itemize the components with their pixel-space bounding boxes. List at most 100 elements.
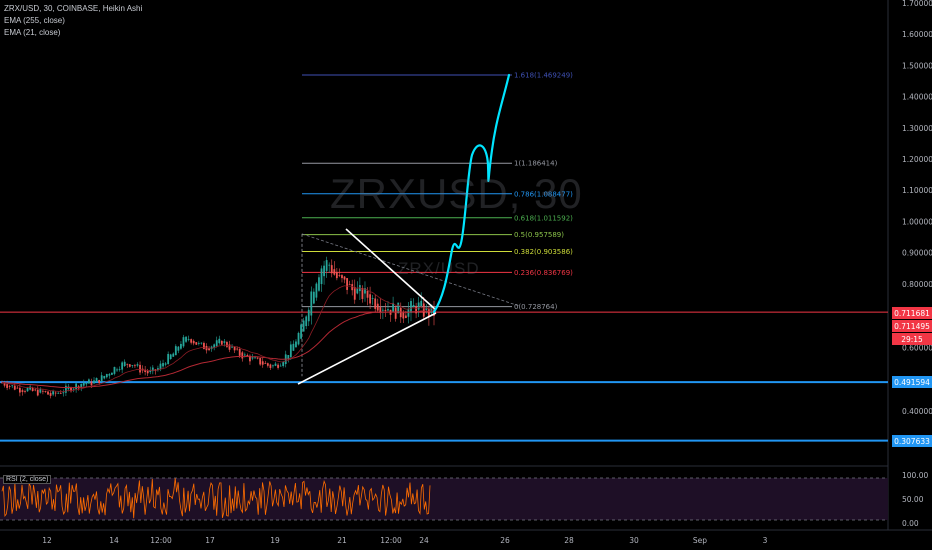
candle-body — [412, 304, 415, 307]
candle-body — [374, 298, 377, 309]
drawings[interactable] — [297, 73, 511, 385]
price-tag-label: 0.307633 — [894, 437, 930, 446]
rsi-tick-label: 50.00 — [902, 495, 924, 504]
time-tick-label: 14 — [109, 536, 119, 545]
candle-body — [192, 340, 195, 344]
fib-level-label: 0.786(1.088477) — [514, 190, 573, 198]
candle-body — [8, 386, 11, 387]
projection-path — [432, 73, 511, 314]
candle-body — [353, 287, 356, 300]
price-tag — [892, 435, 932, 447]
time-tick-label: 28 — [564, 536, 574, 545]
candle-body — [85, 382, 88, 385]
candle-body — [333, 269, 336, 275]
candle-body — [254, 357, 256, 359]
rsi-label[interactable]: RSI (2, close) — [3, 475, 52, 484]
time-tick-label: 17 — [205, 536, 215, 545]
candle-body — [305, 316, 308, 327]
candle-body — [420, 300, 423, 307]
candle-body — [29, 386, 32, 390]
rsi-band — [0, 478, 888, 520]
candle-body — [41, 390, 44, 392]
candle-body — [226, 342, 228, 347]
fib-level-label: 1.618(1.469249) — [514, 71, 573, 79]
candle-body — [57, 392, 60, 394]
candle-body — [182, 337, 185, 347]
candle-body — [292, 343, 295, 351]
candle-body — [6, 384, 9, 388]
fib-level-label: 0.5(0.957589) — [514, 231, 564, 239]
candle-body — [282, 362, 285, 366]
indicator-ema21[interactable]: EMA (21, close) — [4, 28, 61, 37]
ema-lines — [1, 285, 435, 393]
candle-body — [174, 346, 177, 356]
symbol-title[interactable]: ZRX/USD, 30, COINBASE, Heikin Ashi — [4, 4, 143, 13]
candle-body — [213, 344, 216, 348]
price-tag — [892, 320, 932, 332]
candle-body — [369, 294, 371, 304]
candle-body — [315, 283, 318, 298]
candle-body — [13, 385, 16, 390]
candle-body — [123, 361, 126, 367]
candle-body — [231, 346, 233, 348]
fibonacci-retracement[interactable]: 1.618(1.469249) 1(1.186414) 0.786(1.088477… — [301, 71, 573, 377]
candle-body — [197, 342, 200, 344]
candle-body — [75, 383, 78, 390]
price-tick-label: 1.300000 — [902, 124, 932, 133]
candle-body — [228, 344, 231, 350]
candle-body — [72, 388, 75, 390]
candle-body — [65, 385, 67, 393]
candle-body — [200, 342, 203, 344]
candle-body — [220, 340, 223, 345]
candle-body — [261, 361, 264, 365]
candle-body — [415, 305, 418, 314]
candle-body — [16, 387, 19, 389]
candle-body — [351, 284, 354, 291]
candle-body — [157, 368, 159, 371]
candle-body — [249, 355, 251, 362]
candle-body — [149, 370, 152, 373]
candle-body — [328, 264, 331, 266]
candle-body — [379, 307, 382, 314]
candle-body — [338, 275, 341, 276]
time-axis[interactable]: 12 14 12:00 17 19 21 12:00 24 26 28 30 Sep 3 — [42, 536, 767, 545]
candle-body — [343, 276, 346, 280]
candle-body — [105, 374, 108, 378]
candle-body — [274, 363, 277, 366]
candle-body — [39, 389, 42, 393]
candle-body — [108, 374, 111, 376]
candle-body — [167, 353, 170, 365]
candle-body — [11, 385, 14, 387]
rsi-tick-label: 0.00 — [902, 519, 919, 528]
price-tag-label: 0.711495 — [894, 322, 930, 331]
candle-body — [346, 278, 348, 290]
candle-body — [24, 391, 26, 392]
time-tick-label: 21 — [337, 536, 347, 545]
candle-body — [310, 291, 313, 316]
candle-body — [223, 341, 226, 343]
time-tick-label: 19 — [270, 536, 280, 545]
candle-body — [70, 387, 72, 392]
indicator-ema255[interactable]: EMA (255, close) — [4, 16, 65, 25]
candle-body — [410, 301, 412, 313]
candle-body — [111, 372, 113, 375]
candle-body — [172, 353, 175, 357]
candle-body — [116, 369, 118, 371]
time-tick-label: Sep — [693, 536, 707, 545]
candle-body — [330, 265, 333, 274]
candle-body — [52, 390, 55, 395]
candle-body — [238, 348, 241, 356]
candle-body — [302, 320, 305, 332]
candle-body — [103, 375, 106, 379]
candle-body — [131, 365, 134, 366]
candle-body — [233, 346, 236, 351]
candle-body — [139, 364, 141, 373]
time-tick-label: 24 — [419, 536, 429, 545]
candle-body — [256, 357, 259, 359]
ema-255-line — [1, 310, 435, 389]
candle-body — [241, 352, 244, 359]
